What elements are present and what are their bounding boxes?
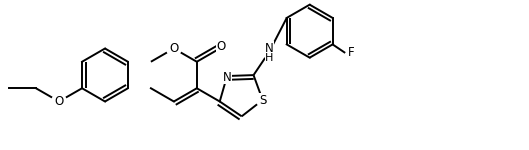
Text: F: F — [348, 46, 354, 59]
Text: N: N — [223, 70, 231, 84]
Text: O: O — [216, 40, 226, 53]
Text: S: S — [259, 93, 266, 106]
Text: N: N — [264, 42, 273, 55]
Text: O: O — [54, 95, 63, 108]
Text: O: O — [169, 42, 178, 55]
Text: H: H — [265, 53, 273, 63]
